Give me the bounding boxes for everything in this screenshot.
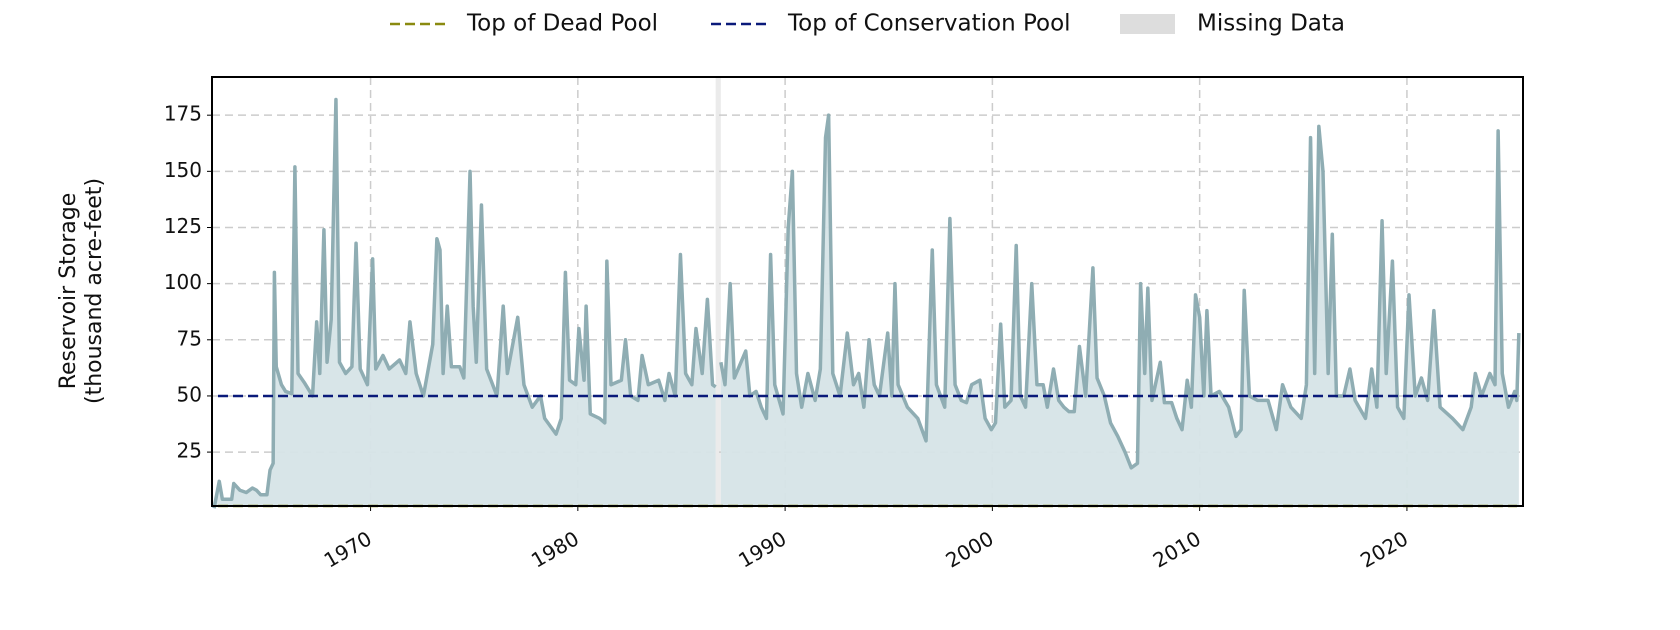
legend-label: Missing Data <box>1197 11 1345 37</box>
legend-label: Top of Dead Pool <box>466 11 658 37</box>
y-tick-label: 150 <box>164 158 202 182</box>
y-tick-label: 25 <box>177 439 202 463</box>
x-tick-label: 1980 <box>527 526 583 572</box>
line <box>212 97 1521 509</box>
y-tick-label: 100 <box>164 270 202 294</box>
y-axis-label-line: (thousand acre-feet) <box>82 178 107 404</box>
y-tick-label: 50 <box>177 382 202 406</box>
missing-data-band <box>715 77 721 506</box>
x-tick-label: 2010 <box>1149 526 1205 572</box>
y-axis-label: Reservoir Storage(thousand acre-feet) <box>56 178 107 404</box>
y-tick-label: 125 <box>164 214 202 238</box>
x-tick-label: 1990 <box>734 526 790 572</box>
y-axis-label-line: Reservoir Storage <box>56 193 81 390</box>
x-tick-label: 1970 <box>320 526 376 572</box>
x-tick-label: 2020 <box>1356 526 1412 572</box>
legend-swatch <box>1120 14 1175 34</box>
legend-label: Top of Conservation Pool <box>787 11 1071 37</box>
x-tick-label: 2000 <box>942 526 998 572</box>
plot-frame <box>211 76 1524 507</box>
y-tick-label: 175 <box>164 102 202 126</box>
y-tick-label: 75 <box>177 326 202 350</box>
